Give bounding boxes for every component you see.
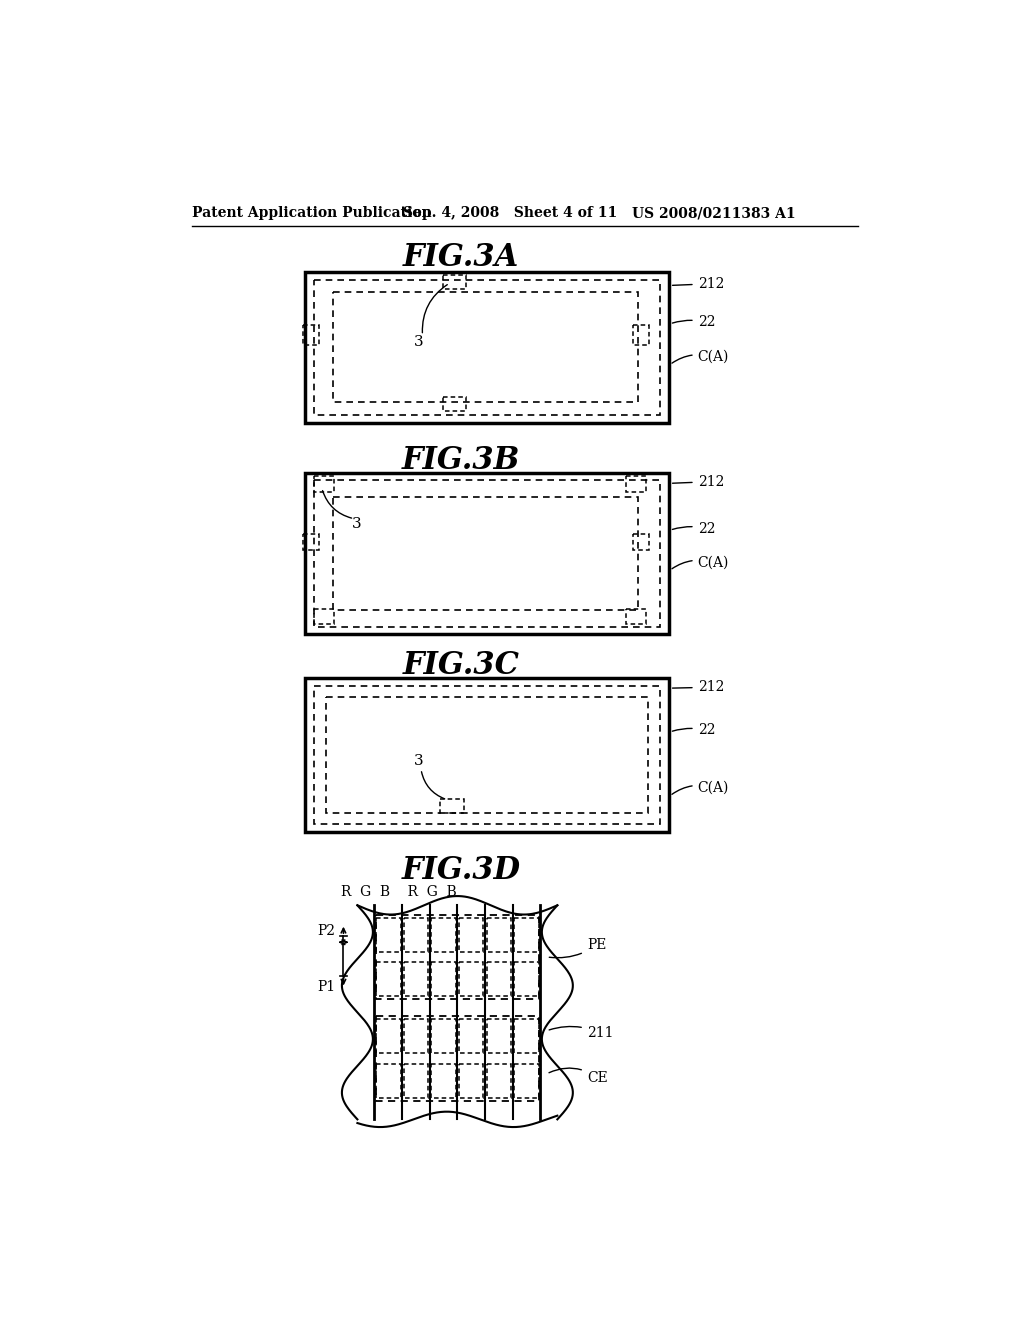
Text: 212: 212	[673, 680, 724, 694]
Text: 3: 3	[352, 517, 361, 531]
Bar	[376, 1019, 400, 1053]
Bar	[431, 962, 456, 997]
Bar	[314, 280, 659, 414]
Bar	[303, 535, 318, 549]
Text: P1: P1	[317, 979, 336, 994]
Bar	[459, 962, 483, 997]
Bar	[486, 917, 511, 952]
Text: 211: 211	[549, 1026, 613, 1040]
Text: C(A): C(A)	[672, 556, 729, 569]
Bar	[376, 917, 400, 952]
Bar	[376, 1016, 539, 1101]
Bar	[431, 1019, 456, 1053]
Bar	[327, 697, 648, 813]
Bar	[376, 1064, 400, 1098]
Bar	[626, 609, 646, 624]
Bar	[403, 1019, 428, 1053]
Bar	[314, 480, 659, 627]
Bar	[514, 1064, 539, 1098]
Bar	[403, 962, 428, 997]
Bar	[314, 609, 334, 624]
Bar	[459, 1064, 483, 1098]
Text: FIG.3D: FIG.3D	[401, 855, 521, 886]
Bar	[376, 962, 400, 997]
Text: 212: 212	[673, 277, 724, 290]
Bar	[514, 962, 539, 997]
Bar	[626, 477, 646, 492]
Bar	[459, 917, 483, 952]
Bar	[403, 917, 428, 952]
Bar	[314, 686, 659, 825]
Bar	[303, 325, 318, 345]
Bar	[440, 799, 464, 813]
Text: P2: P2	[317, 924, 336, 939]
Text: CE: CE	[549, 1068, 607, 1085]
Text: 22: 22	[673, 521, 715, 536]
Bar	[305, 272, 669, 422]
Bar	[305, 473, 669, 635]
Text: 3: 3	[414, 335, 424, 348]
Bar	[376, 915, 539, 999]
Text: Sep. 4, 2008   Sheet 4 of 11: Sep. 4, 2008 Sheet 4 of 11	[403, 206, 617, 220]
Bar	[314, 477, 334, 492]
Bar	[486, 1019, 511, 1053]
Bar	[514, 1019, 539, 1053]
Bar	[333, 293, 638, 403]
Bar	[459, 1019, 483, 1053]
Bar	[333, 498, 638, 610]
Bar	[486, 962, 511, 997]
Text: 212: 212	[673, 475, 724, 488]
Bar	[514, 917, 539, 952]
Text: 22: 22	[673, 315, 715, 329]
Bar	[633, 535, 649, 549]
Text: R  G  B    R  G  B: R G B R G B	[341, 886, 457, 899]
Text: C(A): C(A)	[672, 350, 729, 364]
Text: C(A): C(A)	[672, 780, 729, 795]
Text: FIG.3B: FIG.3B	[402, 445, 520, 475]
Bar	[431, 917, 456, 952]
Text: 3: 3	[414, 754, 424, 767]
Bar	[486, 1064, 511, 1098]
Text: Patent Application Publication: Patent Application Publication	[191, 206, 431, 220]
Bar	[403, 1064, 428, 1098]
Bar	[431, 1064, 456, 1098]
Bar	[305, 678, 669, 832]
Text: US 2008/0211383 A1: US 2008/0211383 A1	[632, 206, 796, 220]
Bar	[442, 397, 466, 411]
Text: FIG.3C: FIG.3C	[402, 649, 520, 681]
Text: 22: 22	[673, 723, 715, 738]
Text: FIG.3A: FIG.3A	[403, 242, 519, 272]
Bar	[442, 276, 466, 289]
Text: PE: PE	[549, 939, 606, 958]
Bar	[633, 325, 649, 345]
